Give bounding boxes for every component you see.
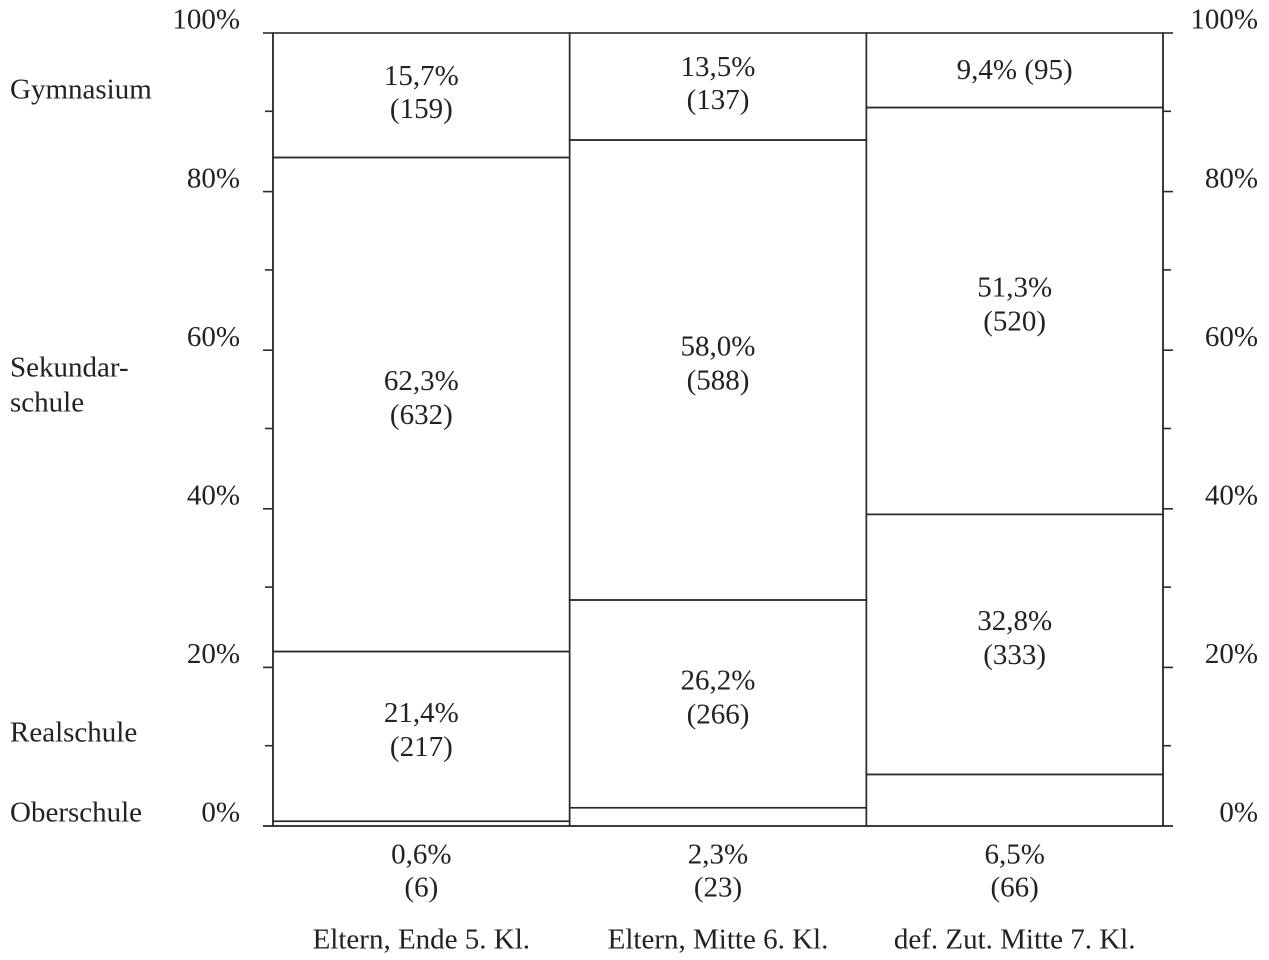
data-label-percent-oberschule: 6,5%	[984, 839, 1044, 871]
right-tick-label: 0%	[1219, 797, 1258, 829]
left-tick-label: 0%	[201, 797, 240, 829]
data-label-gymnasium: 9,4% (95)	[957, 54, 1073, 86]
data-label-percent-oberschule: 0,6%	[391, 839, 451, 871]
data-label-percent-oberschule: 2,3%	[688, 839, 748, 871]
data-label-percent-realschule: 26,2%	[681, 665, 756, 697]
data-label-percent-sekundarschule: 58,0%	[681, 331, 756, 363]
bar-segment-oberschule	[568, 806, 868, 827]
left-tick-label: 20%	[187, 638, 240, 670]
data-label-percent-realschule: 32,8%	[977, 605, 1052, 637]
bar-segment-gymnasium	[865, 32, 1164, 109]
right-tick-label: 60%	[1205, 321, 1258, 353]
category-label: Eltern, Mitte 6. Kl.	[608, 924, 829, 956]
right-tick-label: 100%	[1190, 4, 1258, 36]
data-label-count-sekundarschule: (520)	[983, 306, 1046, 338]
data-label-count-gymnasium: (159)	[390, 93, 453, 125]
right-tick-label: 80%	[1205, 162, 1258, 194]
data-label-percent-sekundarschule: 51,3%	[977, 272, 1052, 304]
left-label-oberschule: Oberschule	[10, 797, 142, 829]
data-label-percent-gymnasium: 13,5%	[681, 51, 756, 83]
left-tick-label: 40%	[187, 479, 240, 511]
data-label-count-gymnasium: (137)	[687, 84, 750, 116]
data-label-percent-realschule: 21,4%	[384, 697, 459, 729]
data-label-count-oberschule: (6)	[404, 872, 438, 904]
data-label-count-oberschule: (23)	[694, 872, 742, 904]
left-tick-label: 100%	[172, 4, 240, 36]
left-tick-label: 80%	[187, 162, 240, 194]
right-tick-label: 40%	[1205, 479, 1258, 511]
data-label-percent-sekundarschule: 62,3%	[384, 365, 459, 397]
bar-segment-oberschule	[865, 773, 1164, 827]
data-label-count-realschule: (266)	[687, 699, 750, 731]
data-label-percent-gymnasium: 15,7%	[384, 60, 459, 92]
data-label-count-oberschule: (66)	[991, 872, 1039, 904]
left-label-sekundarschule: schule	[10, 387, 84, 419]
right-tick-label: 20%	[1205, 638, 1258, 670]
left-label-realschule: Realschule	[10, 717, 137, 749]
left-label-gymnasium: Gymnasium	[10, 74, 152, 106]
data-label-count-realschule: (333)	[983, 639, 1046, 671]
data-label-count-sekundarschule: (588)	[687, 365, 750, 397]
category-label: Eltern, Ende 5. Kl.	[313, 924, 530, 956]
category-label: def. Zut. Mitte 7. Kl.	[894, 924, 1136, 956]
left-label-sekundarschule: Sekundar-	[10, 352, 129, 384]
data-label-count-realschule: (217)	[390, 731, 453, 763]
left-tick-label: 60%	[187, 321, 240, 353]
data-label-count-sekundarschule: (632)	[390, 399, 453, 431]
